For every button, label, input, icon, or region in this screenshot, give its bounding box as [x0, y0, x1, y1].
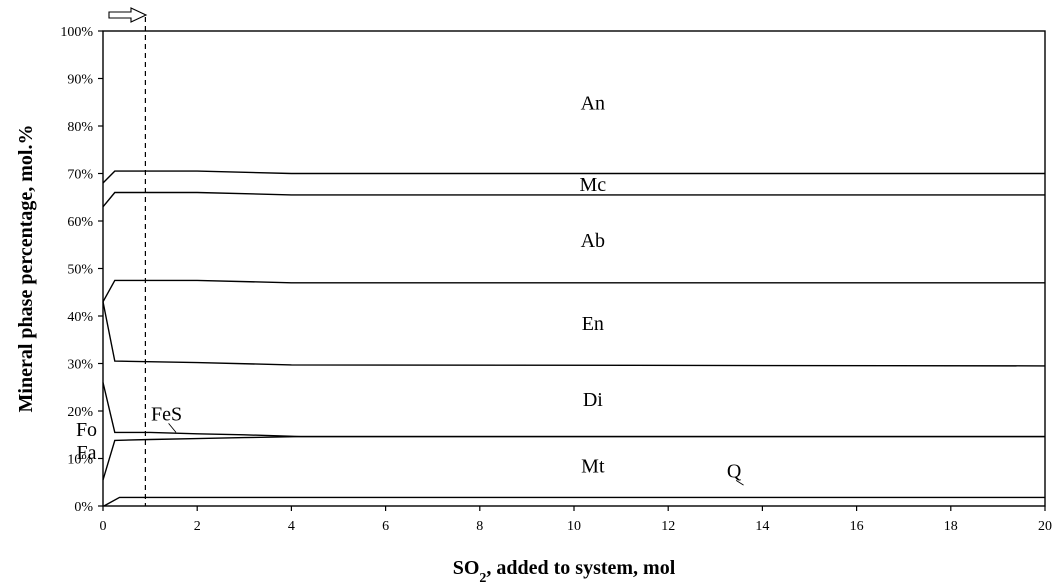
x-tick-label: 16	[850, 519, 864, 534]
boundary-line	[102, 301, 1046, 367]
x-tick-label: 8	[476, 519, 483, 534]
phase-label-di: Di	[583, 389, 603, 411]
y-tick-label: 0%	[74, 500, 93, 515]
phase-label-fes: FeS	[151, 403, 182, 425]
leader-line	[168, 423, 177, 433]
right-arrow-icon	[108, 7, 148, 23]
x-axis-label-main: SO	[453, 557, 480, 579]
so2-marker	[108, 7, 148, 506]
y-tick-label: 50%	[67, 263, 93, 278]
phase-label-q: Q	[727, 460, 742, 482]
x-tick-label: 10	[567, 519, 581, 534]
boundary-line	[102, 279, 1045, 303]
boundary-line	[102, 170, 1045, 184]
y-tick-label: 90%	[67, 73, 93, 88]
y-tick-label: 10%	[67, 453, 93, 468]
boundary-line	[103, 496, 1045, 507]
axis-ticks: 0% 10% 20% 30% 40% 50% 60% 70% 80% 90% 100% 0 2 4 6 8 10…	[60, 25, 1052, 534]
x-tick-label: 6	[382, 519, 389, 534]
phase-label-an: An	[581, 92, 605, 114]
x-axis-label-sub: 2	[479, 571, 486, 585]
x-tick-label: 14	[755, 519, 769, 534]
x-tick-label: 20	[1038, 519, 1052, 534]
leader-line	[735, 479, 744, 486]
x-tick-label: 12	[661, 519, 675, 534]
y-tick-label: 100%	[60, 25, 93, 40]
phase-label-ab: Ab	[581, 230, 605, 252]
phase-label-mt: Mt	[581, 456, 605, 478]
phase-label-fa: Fa	[77, 442, 97, 464]
phase-label-mc: Mc	[580, 174, 607, 196]
boundary-line	[102, 191, 1045, 208]
phase-label-fo: Fo	[76, 419, 97, 441]
x-axis-label-rest: , added to system, mol	[486, 557, 675, 579]
y-tick-label: 40%	[67, 310, 93, 325]
y-axis-label: Mineral phase percentage, mol.%	[15, 125, 37, 413]
y-tick-label: 20%	[67, 405, 93, 420]
boundary-line	[102, 382, 1045, 438]
y-tick-label: 70%	[67, 168, 93, 183]
x-tick-label: 18	[944, 519, 958, 534]
boundary-line	[102, 435, 1045, 481]
phase-boundaries	[102, 170, 1046, 507]
phase-label-en: En	[582, 313, 604, 335]
x-tick-label: 4	[288, 519, 295, 534]
x-axis-label: SO2, added to system, mol	[453, 557, 676, 585]
x-tick-label: 2	[194, 519, 201, 534]
y-tick-label: 80%	[67, 120, 93, 135]
y-tick-label: 60%	[67, 215, 93, 230]
x-tick-label: 0	[100, 519, 107, 534]
y-tick-label: 30%	[67, 358, 93, 373]
